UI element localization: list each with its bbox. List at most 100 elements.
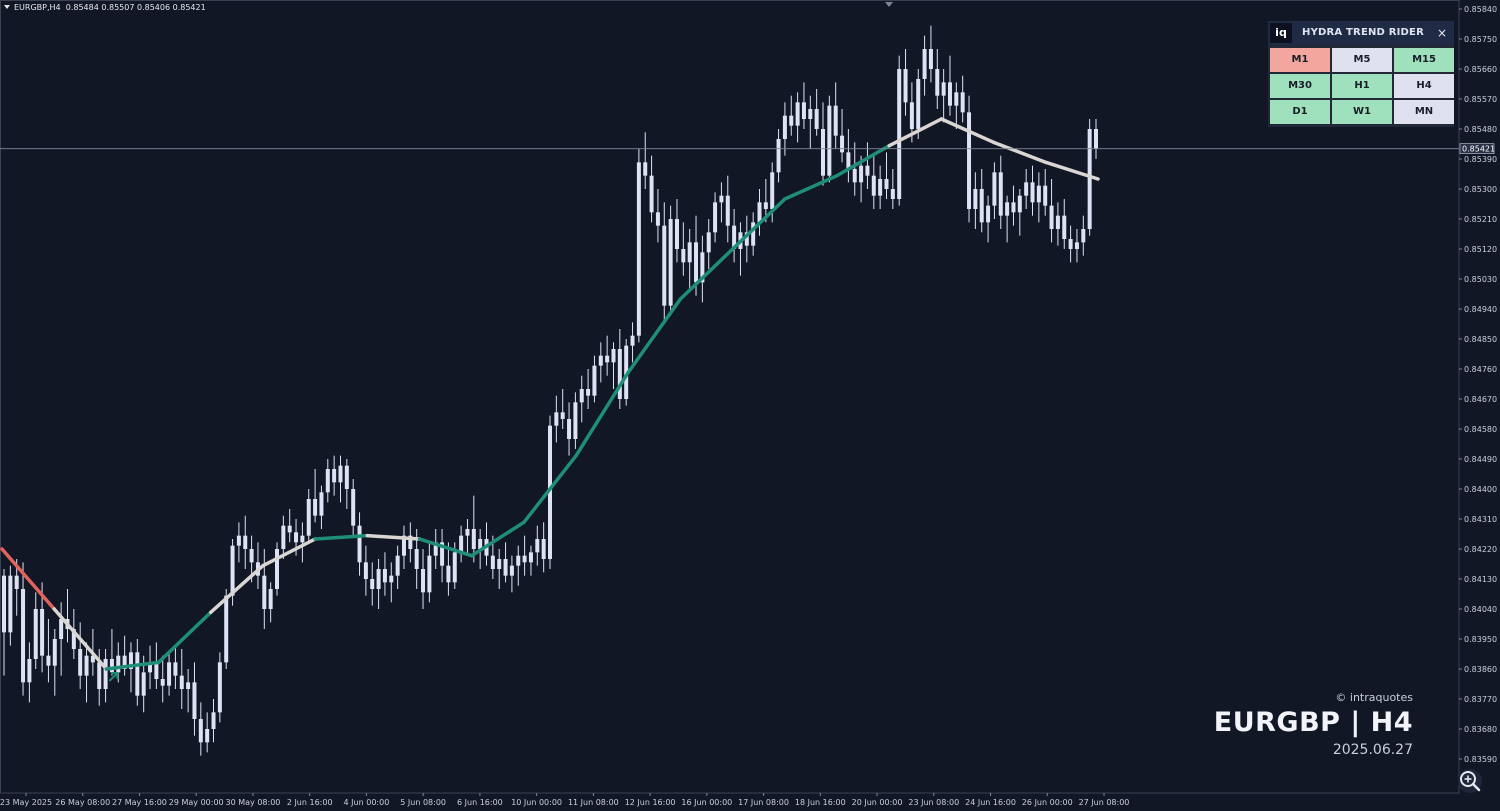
trend-line-segment <box>261 537 317 568</box>
candle-body <box>928 49 933 69</box>
candle-body <box>541 539 546 559</box>
trend-line-segment <box>313 533 370 541</box>
candle-body <box>268 589 273 609</box>
candle-body <box>300 535 305 543</box>
timeframe-cell-mn[interactable]: MN <box>1394 100 1454 124</box>
candle-body <box>198 719 203 743</box>
candle-body <box>992 172 997 206</box>
timeframe-cell-h4[interactable]: H4 <box>1394 74 1454 98</box>
candles-group <box>2 25 1098 756</box>
panel-title: HYDRA TREND RIDER <box>1302 27 1424 38</box>
candle-body <box>1062 215 1067 239</box>
y-tick-label: 0.85210 <box>1464 215 1497 224</box>
timeframe-cell-h1[interactable]: H1 <box>1332 74 1392 98</box>
candle-body <box>744 232 749 246</box>
candle-body <box>617 349 622 399</box>
trend-line-segment <box>522 453 578 525</box>
candle-body <box>579 389 584 403</box>
y-tick-label: 0.84760 <box>1464 365 1497 374</box>
candle-body <box>852 169 857 183</box>
candle-body <box>979 189 984 223</box>
x-tick-label: 11 Jun 08:00 <box>568 798 619 807</box>
y-tick-label: 0.84040 <box>1464 605 1497 614</box>
candle-body <box>732 225 737 249</box>
trend-line-segment <box>0 547 56 611</box>
candle-body <box>713 202 718 233</box>
candle-body <box>46 655 51 666</box>
candle-body <box>141 672 146 696</box>
candle-body <box>478 539 483 549</box>
candle-body <box>814 109 819 129</box>
timeframe-cell-m15[interactable]: M15 <box>1394 48 1454 72</box>
candle-body <box>662 225 667 306</box>
candle-body <box>78 649 83 676</box>
candle-body <box>655 212 660 226</box>
candle-body <box>719 195 724 203</box>
candle-body <box>560 412 565 419</box>
candle-body <box>986 205 991 223</box>
candle-body <box>922 49 927 79</box>
y-tick-label: 0.84400 <box>1464 485 1497 494</box>
shift-marker-icon[interactable] <box>885 2 893 7</box>
candle-body <box>370 579 375 589</box>
x-tick-label: 20 Jun 00:00 <box>852 798 903 807</box>
candle-body <box>52 639 57 666</box>
candle-body <box>865 165 870 176</box>
close-icon[interactable]: × <box>1436 26 1448 40</box>
candle-body <box>8 575 13 633</box>
x-tick-label: 27 May 16:00 <box>112 798 167 807</box>
timeframe-cell-w1[interactable]: W1 <box>1332 100 1392 124</box>
y-tick-label: 0.84220 <box>1464 545 1497 554</box>
copyright-text: © intraquotes <box>1335 691 1413 704</box>
candle-body <box>319 492 324 516</box>
y-tick-label: 0.85300 <box>1464 185 1497 194</box>
candle-body <box>611 349 616 363</box>
candle-body <box>795 102 800 126</box>
candle-body <box>903 69 908 103</box>
x-tick-label: 12 Jun 16:00 <box>625 798 676 807</box>
candle-body <box>878 179 883 196</box>
candle-body <box>281 525 286 549</box>
x-tick-label: 24 Jun 16:00 <box>965 798 1016 807</box>
candle-body <box>490 555 495 569</box>
y-tick-label: 0.83860 <box>1464 665 1497 674</box>
y-tick-label: 0.84310 <box>1464 515 1497 524</box>
y-tick-label: 0.85570 <box>1464 95 1497 104</box>
y-tick-label: 0.85660 <box>1464 65 1497 74</box>
current-price-label: 0.85421 <box>1462 145 1495 154</box>
trend-line-segment <box>626 297 683 375</box>
x-tick-label: 2 Jun 16:00 <box>287 798 333 807</box>
candle-body <box>694 242 699 283</box>
x-tick-label: 27 Jun 08:00 <box>1079 798 1130 807</box>
candle-body <box>389 575 394 583</box>
candle-body <box>427 555 432 593</box>
candle-body <box>776 139 781 173</box>
timeframe-cell-d1[interactable]: D1 <box>1270 100 1330 124</box>
candle-body <box>687 242 692 263</box>
candle-body <box>528 552 533 563</box>
candle-body <box>916 79 921 129</box>
y-tick-label: 0.83680 <box>1464 725 1497 734</box>
timeframe-cell-m30[interactable]: M30 <box>1270 74 1330 98</box>
trend-line-segment <box>991 140 1048 165</box>
candle-body <box>294 532 299 543</box>
dropdown-triangle-icon[interactable] <box>4 5 10 9</box>
candle-body <box>325 469 330 493</box>
timeframe-cell-m1[interactable]: M1 <box>1270 48 1330 72</box>
candle-body <box>109 659 114 673</box>
candle-body <box>1087 129 1092 229</box>
zoom-in-icon[interactable] <box>1458 769 1482 793</box>
trend-line-segment <box>209 563 265 615</box>
x-tick-label: 17 Jun 08:00 <box>738 798 789 807</box>
candle-body <box>668 219 673 306</box>
candle-body <box>681 249 686 263</box>
candle-body <box>649 175 654 213</box>
timeframe-cell-m5[interactable]: M5 <box>1332 48 1392 72</box>
candle-body <box>186 682 191 689</box>
candle-body <box>287 525 292 533</box>
candle-body <box>59 619 64 639</box>
candle-body <box>313 499 318 516</box>
y-tick-label: 0.83590 <box>1464 755 1497 764</box>
x-tick-label: 26 Jun 00:00 <box>1022 798 1073 807</box>
